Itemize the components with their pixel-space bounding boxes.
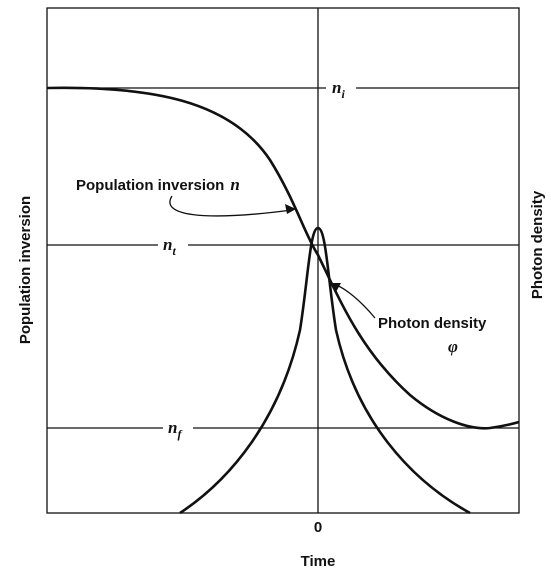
population-curve [46,86,520,430]
annotation-symbol: φ [448,337,458,356]
annotation-text: Population inversion [76,177,224,194]
arrowhead [285,204,296,214]
level-subscript: i [341,87,345,101]
annotation-text: Photon density [378,315,487,332]
label-bg [326,78,356,100]
level-symbol: n [332,78,341,97]
level-symbol: n [168,418,177,437]
arrow [169,195,293,217]
level-label: nt [163,235,176,258]
photon-curve [179,226,471,515]
annotation: Population inversion n [76,175,240,194]
y2-axis-label: Photon density [529,190,546,299]
x-axis-label: Time [301,553,336,570]
x-tick-label: 0 [314,519,322,536]
annotation-symbol: n [230,175,239,194]
label-bg [163,418,193,440]
arrowhead [331,283,341,292]
level-subscript: f [177,427,182,441]
y-axis-label: Population inversion [17,196,34,344]
plot-frame [46,7,520,514]
level-label: ni [332,78,345,101]
level-subscript: t [172,244,176,258]
level-label: nf [168,418,182,441]
level-symbol: n [163,235,172,254]
label-bg [158,235,188,257]
